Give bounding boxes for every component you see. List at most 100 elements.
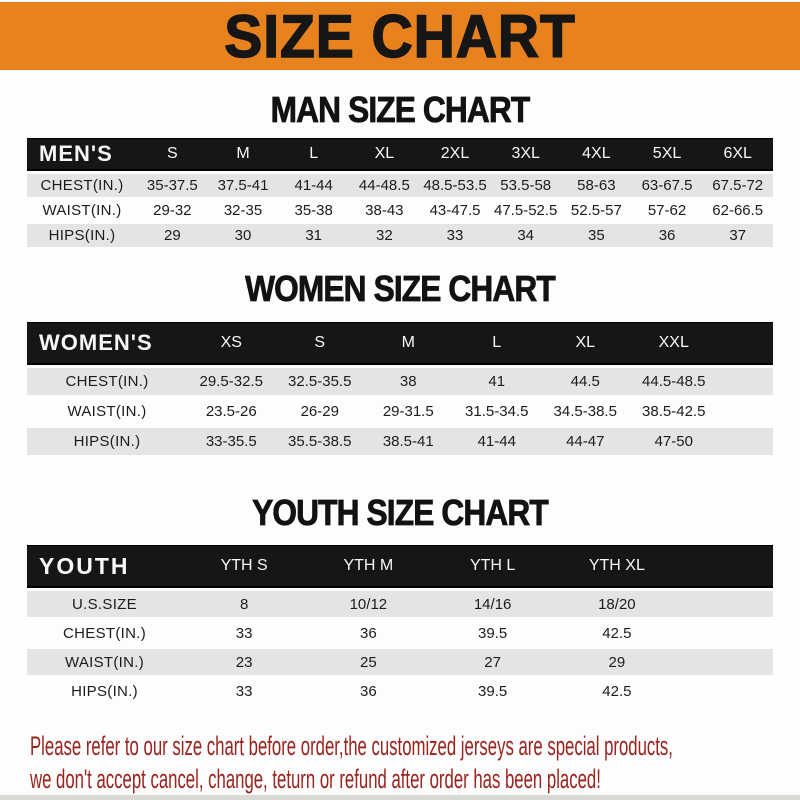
size-value: 35-37.5 bbox=[146, 177, 198, 194]
size-value: 29-32 bbox=[153, 202, 192, 219]
size-value: 47-50 bbox=[654, 433, 693, 450]
size-value: 35.5-38.5 bbox=[288, 433, 352, 450]
row-label: HIPS(IN.) bbox=[48, 227, 116, 244]
size-value: 41-44 bbox=[294, 177, 333, 194]
size-value: 43-47.5 bbox=[429, 202, 481, 219]
table-title: MEN'S bbox=[39, 141, 113, 166]
size-value: 29-31.5 bbox=[382, 403, 434, 420]
size-value: 42.5 bbox=[602, 682, 632, 700]
size-value: 36 bbox=[360, 624, 377, 642]
banner-title: SIZE CHART bbox=[224, 2, 576, 71]
size-value: 47.5-52.5 bbox=[494, 202, 558, 219]
size-value: 32 bbox=[376, 227, 393, 244]
column-header: 5XL bbox=[652, 145, 682, 162]
size-value: 33-35.5 bbox=[205, 433, 257, 450]
size-value: 31.5-34.5 bbox=[465, 403, 529, 420]
size-value: 52.5-57 bbox=[570, 202, 622, 219]
size-value: 41-44 bbox=[477, 433, 516, 450]
row-label: WAIST(IN.) bbox=[42, 202, 122, 219]
row-label: HIPS(IN.) bbox=[73, 433, 141, 450]
table-header-row: WOMEN'S XS S M L XL XXL bbox=[27, 322, 773, 365]
size-value: 37.5-41 bbox=[217, 177, 269, 194]
size-value: 29 bbox=[608, 653, 626, 671]
size-value: 33 bbox=[235, 624, 253, 642]
row-label: CHEST(IN.) bbox=[40, 177, 124, 194]
size-value: 33 bbox=[235, 682, 253, 700]
size-value: 32.5-35.5 bbox=[288, 373, 352, 390]
column-header: 4XL bbox=[582, 145, 611, 162]
column-header: YTH M bbox=[343, 557, 394, 574]
table-row: CHEST(IN.) 29.5-32.5 32.5-35.5 38 41 44.5 44.5… bbox=[27, 368, 773, 395]
column-header: XS bbox=[220, 334, 242, 351]
footer-note-line-2: we don't accept cancel, change, teturn o… bbox=[30, 764, 601, 794]
column-header: 2XL bbox=[440, 145, 470, 162]
banner: SIZE CHART bbox=[0, 2, 800, 70]
column-header: XL bbox=[374, 145, 395, 162]
size-value: 36 bbox=[360, 682, 377, 700]
footer-note-line-1: Please refer to our size chart before or… bbox=[30, 731, 673, 761]
size-value: 67.5-72 bbox=[712, 177, 764, 194]
women-size-table: WOMEN'S XS S M L XL XXL CHEST(IN.) 29.5-32.5 32.5… bbox=[27, 322, 773, 455]
size-value: 41 bbox=[488, 373, 506, 390]
column-header: XL bbox=[575, 334, 596, 351]
column-header: YTH S bbox=[220, 557, 268, 574]
table-row: CHEST(IN.) 35-37.5 37.5-41 41-44 44-48.5 48.5… bbox=[27, 174, 773, 197]
footer-note: Please refer to our size chart before or… bbox=[30, 730, 774, 796]
size-value: 42.5 bbox=[602, 624, 632, 642]
men-size-table: MEN'S S M L XL 2XL 3XL 4XL 5XL 6XL CHEST(IN.) 35-37… bbox=[27, 138, 773, 247]
column-header: 6XL bbox=[723, 145, 752, 162]
size-value: 14/16 bbox=[473, 595, 512, 613]
women-section-heading: WOMEN SIZE CHART bbox=[245, 268, 556, 309]
size-value: 34.5-38.5 bbox=[553, 403, 617, 420]
size-value: 26-29 bbox=[300, 403, 339, 420]
size-value: 44.5-48.5 bbox=[642, 373, 706, 390]
column-header: L bbox=[492, 334, 502, 351]
size-value: 31 bbox=[305, 227, 323, 244]
table-row: HIPS(IN.) 33 36 39.5 42.5 bbox=[27, 678, 773, 704]
size-value: 23 bbox=[235, 653, 253, 671]
size-value: 32-35 bbox=[223, 202, 263, 219]
size-value: 25 bbox=[360, 653, 377, 671]
size-value: 44.5 bbox=[570, 373, 600, 390]
table-row: U.S.SIZE 8 10/12 14/16 18/20 bbox=[27, 591, 773, 617]
men-section-heading: MAN SIZE CHART bbox=[270, 89, 530, 130]
row-label: U.S.SIZE bbox=[72, 595, 137, 613]
size-value: 33 bbox=[446, 227, 464, 244]
column-header: 3XL bbox=[511, 145, 540, 162]
size-value: 18/20 bbox=[598, 595, 636, 613]
size-value: 44-47 bbox=[566, 433, 605, 450]
table-row: WAIST(IN.) 23.5-26 26-29 29-31.5 31.5-34.5 34… bbox=[27, 398, 773, 425]
size-value: 34 bbox=[517, 227, 535, 244]
size-value: 58-63 bbox=[577, 177, 616, 194]
table-title: YOUTH bbox=[39, 552, 130, 579]
column-header: L bbox=[309, 145, 319, 162]
size-value: 37 bbox=[729, 227, 747, 244]
size-value: 44-48.5 bbox=[358, 177, 410, 194]
row-label: CHEST(IN.) bbox=[63, 624, 146, 642]
size-value: 38.5-42.5 bbox=[642, 403, 706, 420]
size-value: 23.5-26 bbox=[205, 403, 257, 420]
size-value: 62-66.5 bbox=[712, 202, 764, 219]
size-value: 38.5-41 bbox=[382, 433, 434, 450]
size-value: 39.5 bbox=[478, 624, 508, 642]
table-row: HIPS(IN.) 33-35.5 35.5-38.5 38.5-41 41-44 44-… bbox=[27, 428, 773, 455]
row-label: HIPS(IN.) bbox=[71, 682, 138, 700]
size-value: 48.5-53.5 bbox=[423, 177, 487, 194]
row-label: WAIST(IN.) bbox=[64, 653, 145, 671]
table-header-row: YOUTH YTH S YTH M YTH L YTH XL bbox=[27, 545, 773, 588]
column-header: M bbox=[236, 145, 250, 162]
bottom-strip bbox=[0, 795, 800, 800]
table-header-row: MEN'S S M L XL 2XL 3XL 4XL 5XL 6XL bbox=[27, 138, 773, 171]
table-row: WAIST(IN.) 23 25 27 29 bbox=[27, 649, 773, 675]
youth-size-table: YOUTH YTH S YTH M YTH L YTH XL U.S.SIZE 8 10/12… bbox=[27, 545, 773, 704]
row-label: WAIST(IN.) bbox=[67, 403, 147, 420]
size-value: 8 bbox=[239, 595, 249, 613]
size-value: 63-67.5 bbox=[641, 177, 693, 194]
size-value: 27 bbox=[484, 653, 501, 671]
column-header: YTH L bbox=[469, 557, 516, 574]
size-value: 30 bbox=[234, 227, 252, 244]
column-header: S bbox=[314, 334, 326, 351]
size-value: 53.5-58 bbox=[500, 177, 552, 194]
column-header: XXL bbox=[658, 334, 689, 351]
